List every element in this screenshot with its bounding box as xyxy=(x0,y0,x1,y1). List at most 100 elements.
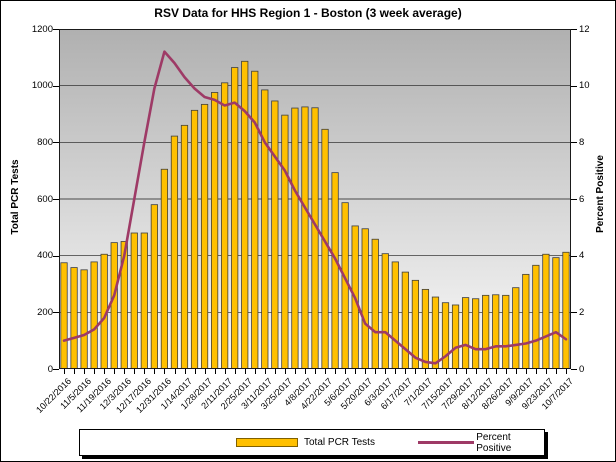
x-tick-mark xyxy=(545,369,547,374)
x-tick-mark xyxy=(525,369,527,374)
bar-total-pcr-tests xyxy=(281,114,289,369)
x-tick-mark xyxy=(284,369,286,374)
bar-total-pcr-tests xyxy=(190,109,199,369)
x-tick-mark xyxy=(485,369,487,374)
y-tick-mark-right xyxy=(571,312,577,314)
bar-total-pcr-tests xyxy=(451,304,460,369)
bar-total-pcr-tests xyxy=(241,60,249,369)
bar-total-pcr-tests xyxy=(200,103,209,369)
bar-total-pcr-tests xyxy=(120,241,128,369)
line-percent-positive xyxy=(62,50,568,365)
y-tick-mark-left xyxy=(53,255,59,257)
bar-total-pcr-tests xyxy=(361,228,369,369)
y-tick-label-left: 0 xyxy=(47,363,53,375)
x-tick-mark xyxy=(495,369,497,374)
y-tick-label-right: 2 xyxy=(579,306,585,318)
bar-total-pcr-tests xyxy=(311,107,319,369)
y-tick-mark-right xyxy=(571,29,577,30)
bar-total-pcr-tests xyxy=(180,124,189,369)
x-tick-mark xyxy=(425,369,427,374)
legend-label-total-pcr-tests: Total PCR Tests xyxy=(304,437,375,448)
y-tick-label-right: 8 xyxy=(579,136,585,148)
plot-border xyxy=(59,29,571,369)
x-tick-mark xyxy=(405,369,407,374)
bar-total-pcr-tests xyxy=(70,267,78,369)
y-tick-mark-left xyxy=(53,29,59,30)
x-tick-mark xyxy=(305,369,306,374)
bar-total-pcr-tests xyxy=(522,273,530,369)
bar-total-pcr-tests xyxy=(221,82,229,369)
bar-total-pcr-tests xyxy=(110,242,118,369)
y-tick-mark-left xyxy=(53,199,59,200)
bar-total-pcr-tests xyxy=(140,232,148,369)
x-tick-mark xyxy=(325,369,326,374)
bar-total-pcr-tests xyxy=(291,107,299,369)
x-tick-mark xyxy=(375,369,377,374)
bar-total-pcr-tests xyxy=(271,100,279,369)
x-tick-mark xyxy=(535,369,537,374)
bar-total-pcr-tests xyxy=(482,294,490,369)
x-tick-mark xyxy=(174,369,176,374)
bar-total-pcr-tests xyxy=(512,287,520,369)
x-tick-mark xyxy=(395,369,397,374)
x-tick-mark xyxy=(134,369,136,374)
y-tick-label-left: 800 xyxy=(37,136,53,148)
bar-total-pcr-tests xyxy=(331,172,339,369)
x-tick-mark xyxy=(455,369,457,374)
bar-total-pcr-tests xyxy=(472,298,480,369)
x-tick-mark xyxy=(274,369,276,374)
y-tick-mark-left xyxy=(53,369,59,370)
y-tick-label-left: 1000 xyxy=(31,80,53,92)
bar-total-pcr-tests xyxy=(552,257,560,369)
bar-total-pcr-tests xyxy=(502,294,510,369)
y-tick-label-right: 6 xyxy=(579,193,585,205)
y-tick-mark-left xyxy=(53,312,59,314)
x-tick-mark xyxy=(465,369,467,374)
bar-total-pcr-tests xyxy=(431,296,440,369)
chart-title: RSV Data for HHS Region 1 - Boston (3 we… xyxy=(154,6,462,20)
x-tick-mark xyxy=(315,369,316,374)
y-tick-label-left: 200 xyxy=(37,306,53,318)
x-tick-mark xyxy=(94,369,96,374)
x-tick-mark xyxy=(154,369,156,374)
x-tick-mark xyxy=(74,369,76,374)
x-tick-mark xyxy=(224,369,226,374)
y-tick-label-left: 400 xyxy=(37,250,53,262)
bar-total-pcr-tests xyxy=(301,106,309,369)
y-tick-label-right: 10 xyxy=(579,80,590,92)
y-tick-label-right: 0 xyxy=(579,363,585,375)
line-series-swatch xyxy=(418,441,475,444)
bar-total-pcr-tests xyxy=(90,261,98,369)
x-tick-mark xyxy=(104,369,106,374)
x-tick-mark xyxy=(144,369,146,374)
y-tick-label-right: 12 xyxy=(579,23,590,35)
x-tick-mark xyxy=(164,369,166,374)
x-tick-mark xyxy=(475,369,477,374)
x-tick-mark xyxy=(355,369,357,374)
y-tick-mark-left xyxy=(53,85,59,87)
bar-total-pcr-tests xyxy=(160,168,169,369)
y-tick-label-left: 600 xyxy=(37,193,53,205)
legend-label-percent-positive: Percent Positive xyxy=(476,431,512,454)
bar-total-pcr-tests xyxy=(80,269,88,369)
y-tick-mark-right xyxy=(571,142,577,144)
x-tick-mark xyxy=(204,369,206,374)
y-tick-label-right: 4 xyxy=(579,250,585,262)
x-tick-mark xyxy=(445,369,447,374)
bar-total-pcr-tests xyxy=(381,253,389,369)
x-tick-mark xyxy=(385,369,387,374)
bar-total-pcr-tests xyxy=(391,261,399,369)
x-tick-mark xyxy=(114,369,116,374)
bar-total-pcr-tests xyxy=(411,279,419,369)
bar-total-pcr-tests xyxy=(492,294,500,369)
y-tick-label-left: 1200 xyxy=(31,23,53,35)
legend-item-total-pcr-tests: Total PCR Tests xyxy=(236,430,375,455)
x-tick-mark xyxy=(254,369,256,374)
x-tick-mark xyxy=(515,369,517,374)
bar-series-swatch xyxy=(236,438,298,447)
x-tick-mark xyxy=(555,369,557,374)
bar-total-pcr-tests xyxy=(542,253,550,369)
bar-total-pcr-tests xyxy=(461,297,470,369)
bar-total-pcr-tests xyxy=(251,70,259,369)
bar-total-pcr-tests xyxy=(321,128,329,369)
